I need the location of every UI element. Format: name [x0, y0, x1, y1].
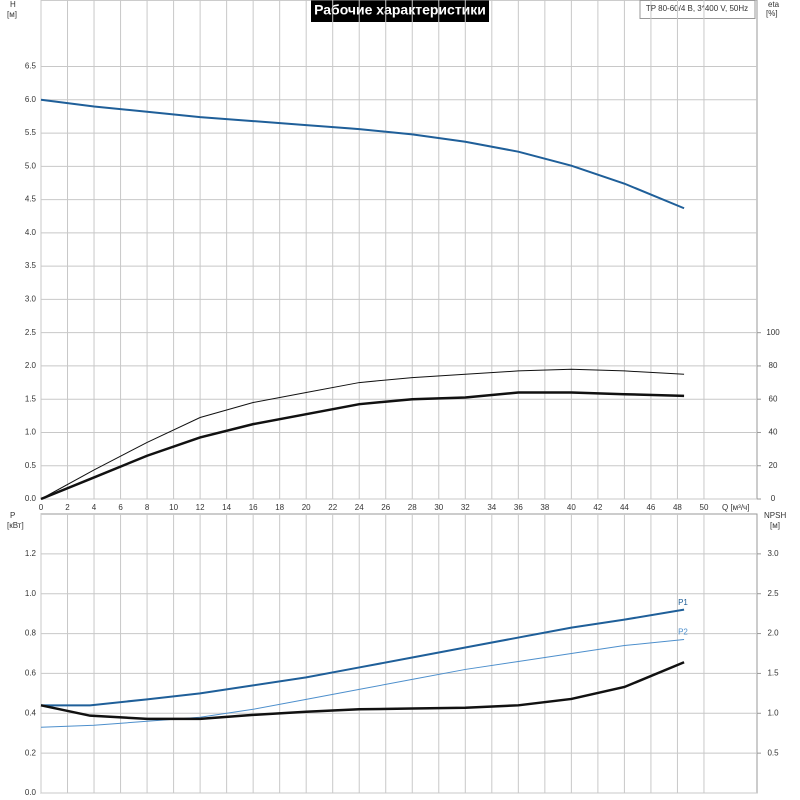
y2-tick-label: 0.5: [767, 748, 779, 757]
y-tick-label: 0.0: [25, 788, 37, 797]
y2-axis-unit: [%]: [766, 9, 778, 18]
x-tick-label: 18: [275, 503, 284, 512]
x-tick-label: 38: [540, 503, 549, 512]
y2-axis-unit: [м]: [770, 521, 780, 530]
plot-frame: [40, 513, 758, 794]
series-line: [40, 368, 685, 500]
series-line: [40, 639, 685, 728]
x-tick-label: 20: [302, 503, 311, 512]
series-label: P1: [678, 598, 688, 607]
x-tick-label: 26: [381, 503, 390, 512]
y-tick-label: 5.0: [25, 161, 37, 170]
x-tick-label: 46: [646, 503, 655, 512]
x-tick-label: 8: [145, 503, 150, 512]
x-tick-label: 48: [673, 503, 682, 512]
x-tick-label: 28: [408, 503, 417, 512]
x-tick-label: 2: [65, 503, 70, 512]
x-tick-label: 36: [514, 503, 523, 512]
title-box: [311, 0, 489, 22]
x-tick-label: 22: [328, 503, 337, 512]
y-tick-label: 6.0: [25, 95, 37, 104]
x-tick-label: 4: [92, 503, 97, 512]
y2-tick-label: 1.0: [767, 708, 779, 717]
y-tick-label: 0.5: [25, 461, 37, 470]
x-tick-label: 14: [222, 503, 231, 512]
y-tick-label: 3.0: [25, 295, 37, 304]
x-tick-label: 12: [196, 503, 205, 512]
y2-tick-label: 40: [769, 428, 778, 437]
y2-tick-label: 3.0: [767, 549, 779, 558]
series-line: [40, 661, 685, 721]
x-tick-label: 30: [434, 503, 443, 512]
y-tick-label: 4.0: [25, 228, 37, 237]
series-label: P2: [678, 628, 688, 637]
y-tick-label: 5.5: [25, 128, 37, 137]
x-tick-label: 24: [355, 503, 364, 512]
y2-tick-label: 2.5: [767, 589, 779, 598]
y-tick-label: 2.5: [25, 328, 37, 337]
y-tick-label: 1.0: [25, 428, 37, 437]
y-tick-label: 1.2: [25, 549, 37, 558]
x-tick-label: 0: [39, 503, 44, 512]
x-tick-label: 34: [487, 503, 496, 512]
x-axis-label: Q [м³/ч]: [722, 503, 749, 512]
annotation: TP 80-60/4 B, 3*400 V, 50Hz: [646, 4, 748, 13]
y2-tick-label: 100: [766, 328, 780, 337]
series-line: [41, 608, 685, 707]
series-line: [40, 391, 685, 501]
y-tick-label: 3.5: [25, 261, 37, 270]
x-tick-label: 40: [567, 503, 576, 512]
x-tick-label: 6: [118, 503, 123, 512]
y2-tick-label: 2.0: [767, 629, 779, 638]
plot-frame: [40, 0, 758, 500]
y-tick-label: 4.5: [25, 195, 37, 204]
y2-tick-label: 20: [769, 461, 778, 470]
x-tick-label: 50: [700, 503, 709, 512]
y2-tick-label: 1.5: [767, 669, 779, 678]
x-tick-label: 44: [620, 503, 629, 512]
y2-tick-label: 60: [769, 394, 778, 403]
y-tick-label: 0.4: [25, 708, 37, 717]
y-axis-label: H: [10, 0, 16, 9]
series-line: [40, 98, 685, 210]
x-tick-label: 16: [249, 503, 258, 512]
y2-tick-label: 80: [769, 361, 778, 370]
x-tick-label: 10: [169, 503, 178, 512]
y-axis-unit: [м]: [7, 10, 17, 19]
y2-tick-label: 0: [771, 494, 776, 503]
y-tick-label: 0.6: [25, 669, 37, 678]
y-axis-unit: [кВт]: [7, 521, 24, 530]
y-tick-label: 0.0: [25, 494, 37, 503]
x-tick-label: 32: [461, 503, 470, 512]
y-tick-label: 2.0: [25, 361, 37, 370]
chart-title: Рабочие характеристики: [314, 2, 486, 18]
y2-axis-label: NPSH: [764, 511, 786, 520]
x-tick-label: 42: [593, 503, 602, 512]
y-tick-label: 0.8: [25, 629, 37, 638]
y-tick-label: 0.2: [25, 748, 37, 757]
y-tick-label: 6.5: [25, 62, 37, 71]
y-axis-label: P: [10, 511, 15, 520]
y-tick-label: 1.5: [25, 394, 37, 403]
y2-axis-label: eta: [768, 0, 780, 9]
y-tick-label: 1.0: [25, 589, 37, 598]
